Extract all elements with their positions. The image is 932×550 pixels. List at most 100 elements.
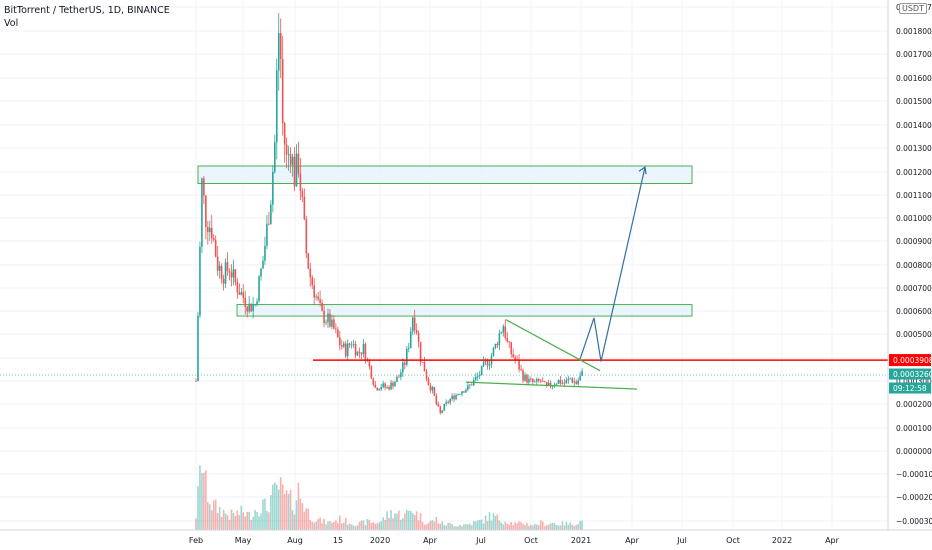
- volume-bar: [230, 509, 233, 530]
- candle-body: [508, 341, 511, 343]
- candle-body: [224, 262, 227, 284]
- candle-body: [474, 376, 477, 380]
- candle-body: [305, 219, 308, 254]
- candle-body: [287, 153, 290, 155]
- candle-body: [502, 326, 505, 333]
- candle-body: [297, 153, 300, 174]
- candle-body: [506, 337, 509, 342]
- volume-bar: [471, 525, 473, 530]
- volume-bar: [362, 520, 365, 530]
- volume-bar: [506, 523, 509, 530]
- candle-body: [386, 387, 388, 388]
- candle-body: [266, 223, 268, 246]
- candle-body: [311, 277, 314, 286]
- volume-bar: [262, 499, 264, 530]
- volume-bar: [335, 520, 337, 530]
- candle-body: [547, 382, 550, 386]
- candle-body: [400, 372, 402, 377]
- volume-bar: [559, 525, 562, 530]
- volume-label: Vol: [4, 18, 19, 29]
- volume-bar: [287, 493, 290, 530]
- projection-path: [579, 167, 646, 362]
- volume-bar: [210, 510, 213, 530]
- candle-body: [197, 315, 199, 382]
- candle-body: [240, 292, 243, 295]
- candle-body: [388, 387, 390, 390]
- candle-body: [530, 378, 532, 380]
- candle-body: [471, 384, 473, 386]
- volume-bar: [277, 489, 280, 530]
- currency-button[interactable]: USDT: [899, 3, 927, 14]
- volume-bar: [285, 490, 288, 530]
- volume-bar: [541, 521, 544, 530]
- volume-bar: [433, 521, 436, 530]
- volume-bar: [461, 526, 463, 530]
- candle-body: [557, 380, 560, 384]
- candle-body: [331, 319, 333, 327]
- volume-bar: [293, 514, 296, 530]
- candle-body: [210, 227, 213, 239]
- candle-body: [571, 378, 574, 383]
- candle-body: [492, 347, 495, 356]
- candle-body: [295, 153, 298, 187]
- volume-bar: [536, 524, 538, 530]
- volume-bar: [380, 521, 382, 530]
- volume-bar: [423, 524, 426, 530]
- time-axis[interactable]: Feb May Aug 15 2020 Apr Jul Oct 2021 Apr Jul Oct 202…: [0, 529, 932, 550]
- volume-bar: [344, 518, 347, 530]
- candle-body: [199, 246, 201, 316]
- candle-body: [543, 381, 546, 383]
- volume-bar: [411, 512, 414, 530]
- volume-bar: [528, 525, 530, 530]
- volume-bar: [402, 518, 404, 530]
- volume-bar: [246, 511, 249, 530]
- candle-body: [203, 178, 205, 196]
- volume-bar: [425, 524, 428, 530]
- volume-bar: [279, 477, 282, 530]
- volume-bar: [295, 500, 298, 530]
- volume-bar: [451, 524, 453, 530]
- volume-bar: [404, 513, 406, 530]
- candle-body: [565, 380, 568, 384]
- candle-body: [344, 343, 347, 357]
- candle-body: [563, 382, 566, 384]
- candle-body: [279, 33, 282, 59]
- volume-bar: [526, 522, 528, 530]
- volume-bar: [457, 526, 459, 530]
- volume-bar: [512, 524, 514, 530]
- candle-body: [248, 303, 250, 312]
- chart-title: BitTorrent / TetherUS, 1D, BINANCE: [4, 5, 170, 16]
- volume-bar: [291, 510, 294, 530]
- volume-bar: [394, 513, 396, 530]
- candle-body: [374, 384, 377, 388]
- volume-bar: [311, 521, 314, 530]
- volume-bar: [465, 524, 467, 530]
- candle-body: [244, 297, 247, 307]
- candle-body: [362, 343, 365, 355]
- volume-bar: [340, 523, 343, 530]
- volume-bar: [455, 526, 457, 530]
- candle-body: [536, 379, 538, 382]
- candle-body: [549, 382, 552, 387]
- time-tick-label: May: [235, 536, 252, 545]
- candle-body: [205, 195, 207, 227]
- volume-bar: [469, 523, 471, 530]
- volume-bar: [317, 518, 319, 530]
- time-tick-label: 2021: [571, 536, 591, 545]
- volume-bar: [354, 526, 357, 530]
- volume-bar: [419, 513, 422, 530]
- volume-bar: [490, 520, 493, 530]
- volume-bar: [400, 519, 402, 530]
- price-axis[interactable]: 0.00192700.00180000.00170000.00160000.00…: [887, 0, 932, 530]
- candle-body: [439, 406, 442, 413]
- time-axis-background: [0, 530, 932, 550]
- candle-body: [342, 343, 345, 347]
- volume-bar: [232, 512, 235, 530]
- volume-bar: [216, 512, 219, 530]
- candle-body: [445, 402, 447, 404]
- candle-body: [364, 343, 367, 361]
